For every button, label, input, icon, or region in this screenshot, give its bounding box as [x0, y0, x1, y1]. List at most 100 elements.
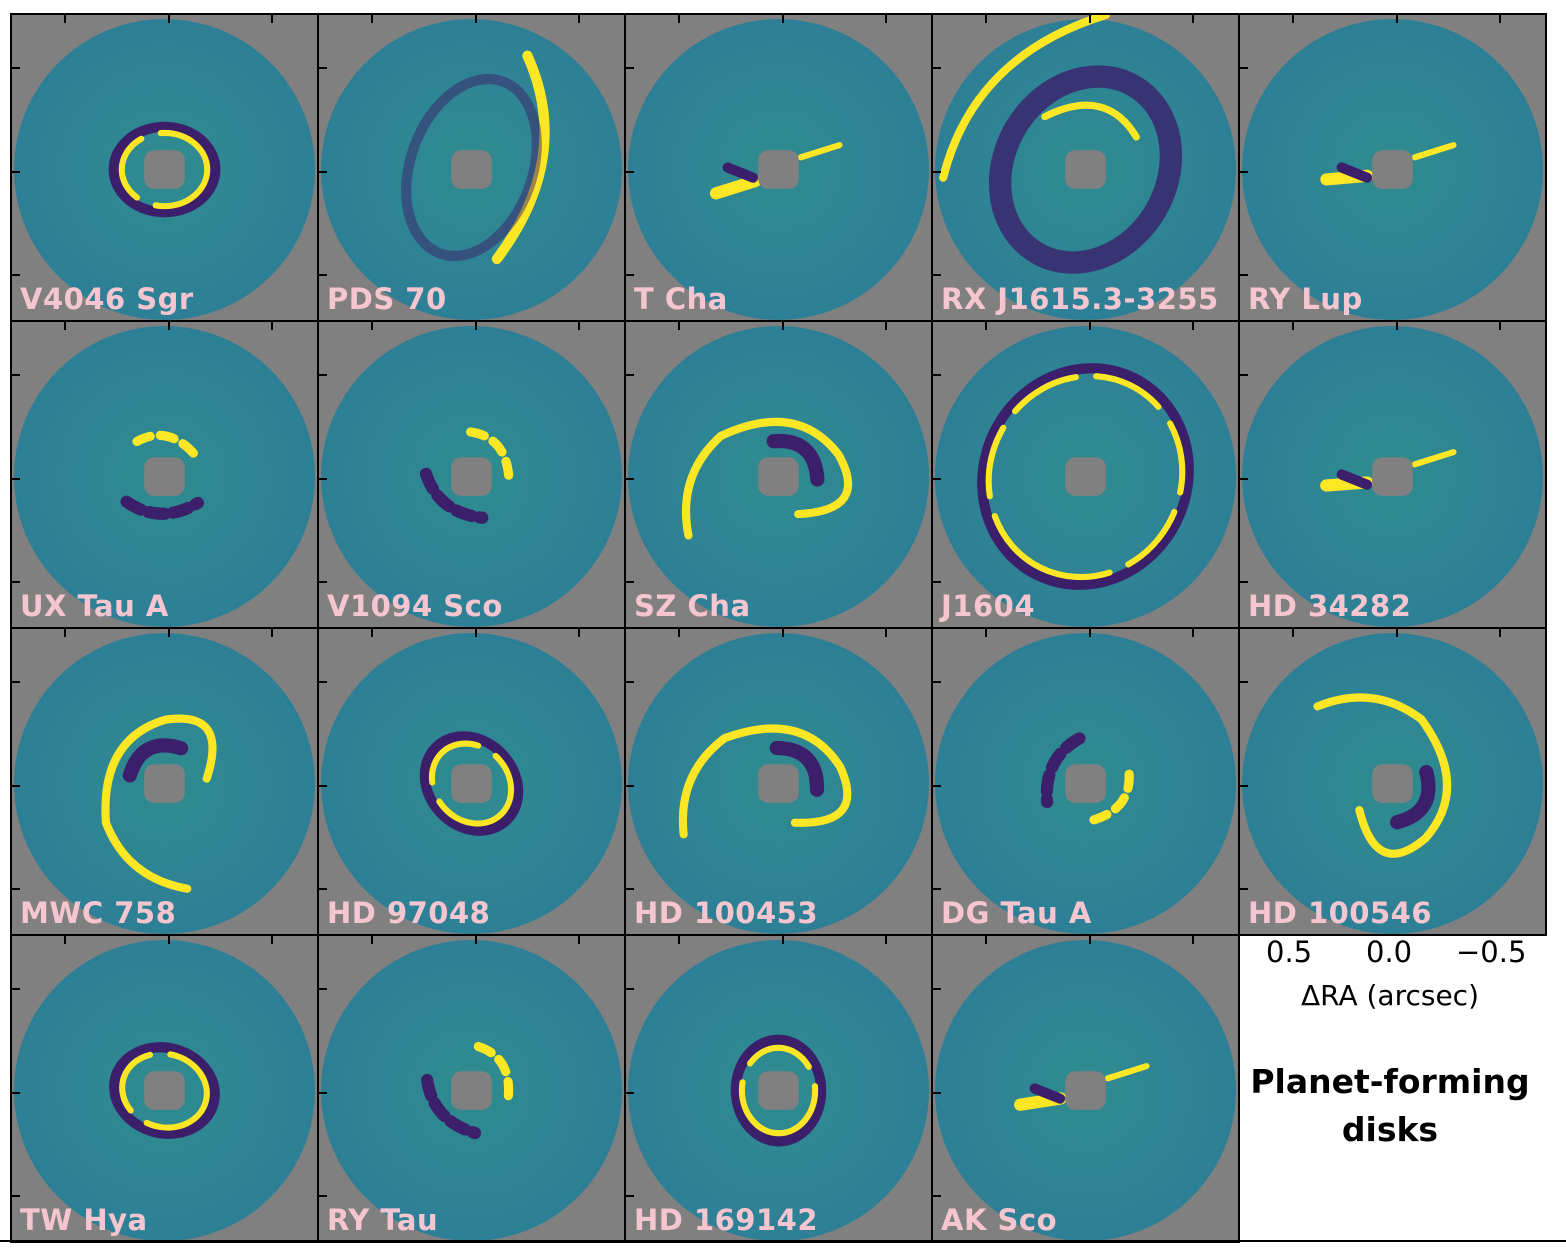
coronagraph-mask	[144, 1071, 185, 1110]
target-name-label: HD 34282	[1248, 589, 1412, 623]
axis-tick	[626, 170, 634, 173]
coronagraph-mask	[1065, 150, 1106, 189]
ra-tick-label: 0.0	[1366, 935, 1413, 969]
axis-tick	[370, 322, 373, 330]
axis-tick	[626, 1091, 634, 1094]
figure-caption: Planet-forming disks	[1240, 1058, 1540, 1154]
axis-tick	[984, 322, 987, 330]
next-row-strip	[0, 1240, 1566, 1252]
axis-tick	[271, 15, 274, 23]
axis-tick	[319, 477, 327, 480]
disk-image	[14, 19, 315, 320]
axis-tick	[167, 15, 170, 23]
disk-panel: HD 34282	[1238, 320, 1547, 629]
axis-tick	[319, 581, 327, 584]
axis-tick	[319, 274, 327, 277]
axis-tick	[626, 373, 634, 376]
axis-tick	[781, 15, 784, 23]
axis-tick	[319, 888, 327, 891]
axis-tick	[984, 15, 987, 23]
axis-tick	[12, 581, 20, 584]
axis-tick	[12, 888, 20, 891]
axis-tick	[933, 66, 941, 69]
disk-image	[1242, 326, 1543, 627]
disk-image	[14, 326, 315, 627]
axis-tick	[167, 629, 170, 637]
axis-tick	[885, 936, 888, 944]
axis-tick	[1192, 629, 1195, 637]
axis-tick	[12, 373, 20, 376]
disk-image	[14, 940, 315, 1241]
disk-panel: V1094 Sco	[317, 320, 626, 629]
axis-tick	[319, 1195, 327, 1198]
disk-panel: HD 100453	[624, 627, 933, 936]
axis-tick	[167, 936, 170, 944]
axis-tick	[12, 477, 20, 480]
axis-tick	[474, 629, 477, 637]
disk-image	[321, 19, 622, 320]
disk-image	[1242, 633, 1543, 934]
axis-tick	[781, 936, 784, 944]
target-name-label: HD 97048	[327, 896, 491, 930]
axis-tick	[781, 629, 784, 637]
coronagraph-mask	[758, 457, 799, 496]
ra-tick-label: 0.5	[1266, 935, 1313, 969]
coronagraph-mask	[1372, 764, 1413, 803]
axis-tick	[1291, 15, 1294, 23]
axis-tick	[1395, 629, 1398, 637]
axis-tick	[933, 581, 941, 584]
axis-tick	[781, 322, 784, 330]
coronagraph-mask	[451, 150, 492, 189]
axis-tick	[933, 170, 941, 173]
axis-tick	[933, 1195, 941, 1198]
disk-panel: MWC 758	[10, 627, 319, 936]
axis-tick	[319, 987, 327, 990]
axis-tick	[12, 1091, 20, 1094]
target-name-label: PDS 70	[327, 282, 447, 316]
axis-tick	[1240, 680, 1248, 683]
axis-tick	[1291, 322, 1294, 330]
axis-tick	[933, 784, 941, 787]
ra-axis-label: ΔRA (arcsec)	[1300, 979, 1480, 1012]
coronagraph-mask	[758, 1071, 799, 1110]
axis-tick	[933, 888, 941, 891]
disk-panel: V4046 Sgr	[10, 13, 319, 322]
disk-panel: T Cha	[624, 13, 933, 322]
axis-tick	[474, 936, 477, 944]
target-name-label: HD 169142	[634, 1203, 819, 1237]
disk-panel: UX Tau A	[10, 320, 319, 629]
target-name-label: RY Lup	[1248, 282, 1363, 316]
coronagraph-mask	[1065, 764, 1106, 803]
axis-tick	[319, 66, 327, 69]
axis-tick	[677, 322, 680, 330]
disk-panel: PDS 70	[317, 13, 626, 322]
axis-tick	[1291, 629, 1294, 637]
target-name-label: J1604	[941, 589, 1036, 623]
disk-image	[628, 19, 929, 320]
ra-tick-labels: 0.5 0.0 −0.5	[1252, 935, 1542, 975]
axis-tick	[1395, 322, 1398, 330]
axis-tick	[12, 66, 20, 69]
axis-tick	[12, 987, 20, 990]
target-name-label: T Cha	[634, 282, 728, 316]
axis-tick	[1088, 322, 1091, 330]
axis-tick	[319, 1091, 327, 1094]
axis-tick	[1240, 477, 1248, 480]
target-name-label: RY Tau	[327, 1203, 439, 1237]
disk-panel: RY Tau	[317, 934, 626, 1243]
axis-tick	[984, 629, 987, 637]
disk-panel: AK Sco	[931, 934, 1240, 1243]
axis-tick	[626, 888, 634, 891]
disk-image	[935, 326, 1236, 627]
caption-line-1: Planet-forming	[1250, 1062, 1530, 1101]
disk-panel: RY Lup	[1238, 13, 1547, 322]
axis-tick	[1395, 15, 1398, 23]
caption-line-2: disks	[1341, 1110, 1439, 1149]
coronagraph-mask	[144, 150, 185, 189]
axis-tick	[271, 629, 274, 637]
axis-tick	[1499, 15, 1502, 23]
disk-image	[935, 15, 1236, 320]
axis-tick	[578, 15, 581, 23]
disk-image	[321, 633, 622, 934]
